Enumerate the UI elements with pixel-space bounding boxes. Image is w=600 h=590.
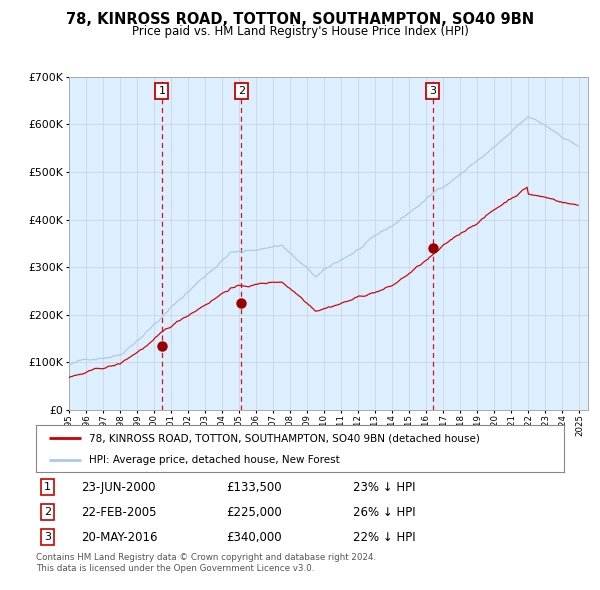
Text: Contains HM Land Registry data © Crown copyright and database right 2024.: Contains HM Land Registry data © Crown c… xyxy=(36,553,376,562)
Text: 2: 2 xyxy=(238,86,245,96)
Text: This data is licensed under the Open Government Licence v3.0.: This data is licensed under the Open Gov… xyxy=(36,564,314,573)
Text: £225,000: £225,000 xyxy=(226,506,282,519)
Text: 78, KINROSS ROAD, TOTTON, SOUTHAMPTON, SO40 9BN: 78, KINROSS ROAD, TOTTON, SOUTHAMPTON, S… xyxy=(66,12,534,27)
Text: 1: 1 xyxy=(44,482,51,492)
Text: 3: 3 xyxy=(429,86,436,96)
Text: £340,000: £340,000 xyxy=(226,530,282,543)
Text: 22-FEB-2005: 22-FEB-2005 xyxy=(81,506,157,519)
Text: HPI: Average price, detached house, New Forest: HPI: Average price, detached house, New … xyxy=(89,455,340,465)
Text: £133,500: £133,500 xyxy=(226,481,282,494)
Text: 20-MAY-2016: 20-MAY-2016 xyxy=(81,530,157,543)
Text: 1: 1 xyxy=(158,86,166,96)
Text: 22% ↓ HPI: 22% ↓ HPI xyxy=(353,530,415,543)
Text: 2: 2 xyxy=(44,507,51,517)
Text: Price paid vs. HM Land Registry's House Price Index (HPI): Price paid vs. HM Land Registry's House … xyxy=(131,25,469,38)
Text: 3: 3 xyxy=(44,532,51,542)
Text: 23-JUN-2000: 23-JUN-2000 xyxy=(81,481,155,494)
Text: 26% ↓ HPI: 26% ↓ HPI xyxy=(353,506,415,519)
Text: 23% ↓ HPI: 23% ↓ HPI xyxy=(353,481,415,494)
Text: 78, KINROSS ROAD, TOTTON, SOUTHAMPTON, SO40 9BN (detached house): 78, KINROSS ROAD, TOTTON, SOUTHAMPTON, S… xyxy=(89,433,479,443)
